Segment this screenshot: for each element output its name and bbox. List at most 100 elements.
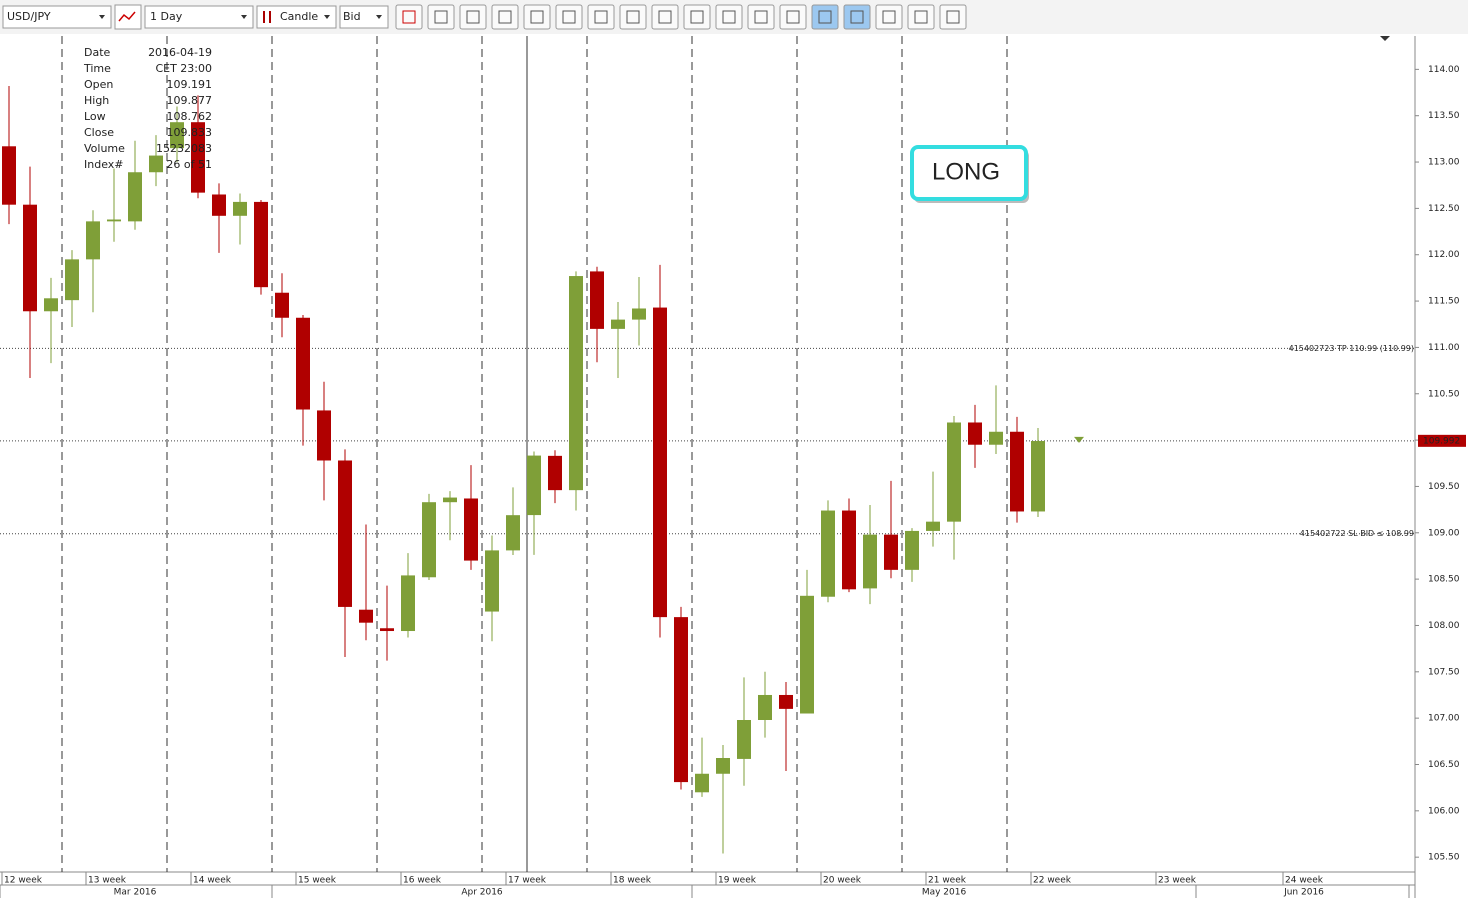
tool-icon: [690, 10, 704, 24]
y-tick-label: 106.50: [1428, 760, 1460, 770]
arrow: [241, 15, 247, 19]
toolbar-controls: USD/JPY 1 Day Candle Bid: [2, 4, 389, 30]
tool-button[interactable]: [875, 4, 903, 30]
candle-body: [548, 455, 562, 491]
toolbar-buttons: [395, 4, 967, 30]
tool-button[interactable]: [459, 4, 487, 30]
candle-body: [569, 276, 583, 491]
annotation: LONG: [932, 158, 1000, 185]
candle-body: [716, 758, 730, 774]
candle-body: [884, 534, 898, 570]
tool-button[interactable]: [715, 4, 743, 30]
candle-body: [128, 172, 142, 222]
candle-body: [23, 204, 37, 312]
scroll-marker: [1380, 36, 1390, 41]
candle-body: [842, 510, 856, 590]
candle-body: [380, 628, 394, 632]
tool-button[interactable]: [843, 4, 871, 30]
y-tick-label: 108.00: [1428, 621, 1460, 631]
type-select[interactable]: [256, 5, 337, 29]
week-label: 23 week: [1158, 876, 1197, 886]
candle-body: [191, 122, 205, 193]
tool-icon: [594, 10, 608, 24]
candle-body: [464, 498, 478, 561]
tool-icon: [658, 10, 672, 24]
week-label: 19 week: [718, 876, 757, 886]
candle-body: [149, 155, 163, 173]
symbol: USD/JPY: [7, 10, 51, 23]
chart-type: Candle: [280, 10, 318, 23]
candle-body: [653, 307, 667, 618]
candle-body: [107, 219, 121, 222]
candle-body: [1010, 431, 1024, 512]
info-value: CET 23:00: [155, 62, 212, 75]
tool-button[interactable]: [491, 4, 519, 30]
price-side: Bid: [343, 10, 361, 23]
tool-button[interactable]: [555, 4, 583, 30]
month-label: Jun 2016: [1283, 888, 1324, 898]
icon: [263, 11, 271, 23]
tool-icon: [946, 10, 960, 24]
order-label: 415402723 TP 110.99 (110.99): [1289, 344, 1414, 353]
y-tick-label: 111.00: [1428, 343, 1460, 353]
info-key: Low: [84, 110, 106, 123]
period-select[interactable]: [144, 5, 254, 29]
tool-icon: [498, 10, 512, 24]
candle-body: [863, 534, 877, 589]
y-tick-label: 107.00: [1428, 714, 1460, 724]
tool-button[interactable]: [587, 4, 615, 30]
tool-button[interactable]: [683, 4, 711, 30]
y-tick-label: 113.50: [1428, 111, 1460, 121]
candle-body: [485, 550, 499, 612]
icon: [118, 11, 136, 22]
candle-body: [632, 308, 646, 320]
candle-body: [674, 617, 688, 783]
candle-body: [800, 595, 814, 714]
week-label: 24 week: [1285, 876, 1324, 886]
annotation-box: [910, 145, 1028, 201]
tool-button[interactable]: [811, 4, 839, 30]
tool-button[interactable]: [651, 4, 679, 30]
candle-body: [317, 410, 331, 461]
info-value: 26 of 51: [166, 158, 212, 171]
info-key: Open: [84, 78, 113, 91]
info-value: 109.833: [167, 126, 213, 139]
y-tick-label: 107.50: [1428, 667, 1460, 677]
candle-body: [296, 317, 310, 410]
y-tick-label: 109.50: [1428, 482, 1460, 492]
y-tick-label: 109.00: [1428, 528, 1460, 538]
month-label: Apr 2016: [461, 888, 503, 898]
last-price-box: [1418, 434, 1466, 447]
tool-button[interactable]: [779, 4, 807, 30]
tool-button[interactable]: [427, 4, 455, 30]
indicator-button[interactable]: [114, 4, 142, 30]
tool-button[interactable]: [747, 4, 775, 30]
candle-body: [989, 431, 1003, 445]
candle-body: [968, 422, 982, 445]
tool-icon: [914, 10, 928, 24]
info-key: High: [84, 94, 109, 107]
candle-body: [359, 609, 373, 623]
symbol-select[interactable]: [2, 5, 112, 29]
tool-icon: [434, 10, 448, 24]
tool-icon: [850, 10, 864, 24]
info-key: Time: [83, 62, 111, 75]
candle-body: [611, 319, 625, 329]
candle-body: [44, 298, 58, 312]
tool-button[interactable]: [523, 4, 551, 30]
tool-button[interactable]: [619, 4, 647, 30]
tool-button[interactable]: [939, 4, 967, 30]
week-label: 18 week: [613, 876, 652, 886]
tool-button[interactable]: [395, 4, 423, 30]
candle-body: [275, 292, 289, 318]
side-select[interactable]: [339, 5, 389, 29]
candle-body: [506, 515, 520, 551]
week-label: 12 week: [4, 876, 43, 886]
order-label: 415402722 SL BID ≤ 108.99: [1300, 529, 1414, 538]
info-value: 109.191: [167, 78, 213, 91]
candle-body: [422, 502, 436, 578]
info-value: 108.762: [167, 110, 213, 123]
week-label: 15 week: [298, 876, 337, 886]
tool-button[interactable]: [907, 4, 935, 30]
tool-icon: [562, 10, 576, 24]
